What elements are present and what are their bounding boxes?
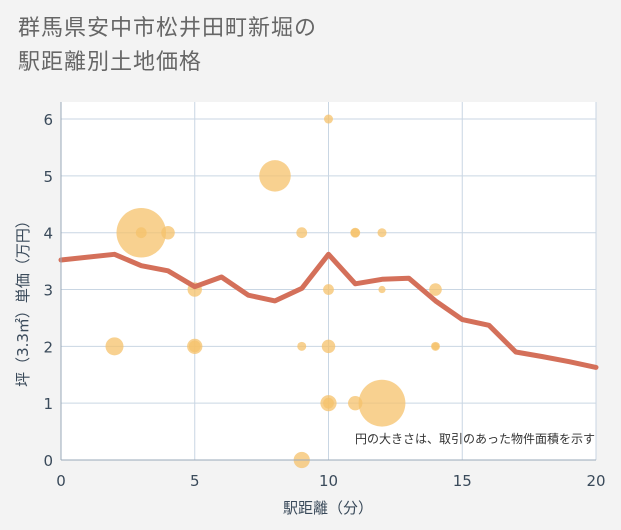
axes: 0 5 10 15 20 0 1 2 3 4 5 6 <box>43 102 606 490</box>
y-tick-label: 1 <box>43 395 53 413</box>
bubble-point <box>296 227 308 239</box>
bubble-point <box>297 341 307 351</box>
bubble-point <box>378 285 386 294</box>
bubble-point <box>323 284 334 295</box>
bubble-point <box>431 342 440 350</box>
chart-title-line-2: 駅距離別土地価格 <box>18 50 203 75</box>
bubble-point <box>321 339 336 354</box>
bubble-point <box>377 228 387 238</box>
y-tick-label: 2 <box>43 338 53 356</box>
bubble-point <box>429 283 442 296</box>
bubble-point <box>350 228 360 238</box>
y-axis-title: 坪（3.3㎡）単価（万円） <box>14 213 32 387</box>
chart-title: 群馬県安中市松井田町新堀の 駅距離別土地価格 <box>18 12 317 80</box>
bubble-point <box>161 225 175 240</box>
x-tick-label: 10 <box>319 472 338 490</box>
y-tick-label: 0 <box>43 452 53 470</box>
chart-title-line-1: 群馬県安中市松井田町新堀の <box>18 16 318 41</box>
bubble-point <box>324 114 333 124</box>
bubble-point <box>259 160 291 192</box>
chart-note: 円の大きさは、取引のあった物件面積を示す <box>355 431 595 446</box>
y-tick-label: 5 <box>43 168 53 186</box>
y-tick-label: 6 <box>43 111 53 129</box>
bubble-point <box>105 337 124 356</box>
x-axis-title: 駅距離（分） <box>283 499 373 517</box>
bubble-layer <box>105 114 442 469</box>
bubble-point <box>348 395 363 411</box>
x-tick-label: 0 <box>56 472 66 490</box>
bubble-point <box>358 379 406 427</box>
average-price-line <box>58 251 599 370</box>
bubble-point <box>135 227 147 239</box>
x-tick-label: 20 <box>586 472 605 490</box>
bubble-point <box>188 340 201 353</box>
y-tick-label: 4 <box>43 225 53 243</box>
x-tick-label: 5 <box>190 472 200 490</box>
x-tick-label: 15 <box>453 472 472 490</box>
line-layer <box>58 251 599 370</box>
bubble-point <box>323 397 334 409</box>
y-tick-label: 3 <box>43 282 53 300</box>
